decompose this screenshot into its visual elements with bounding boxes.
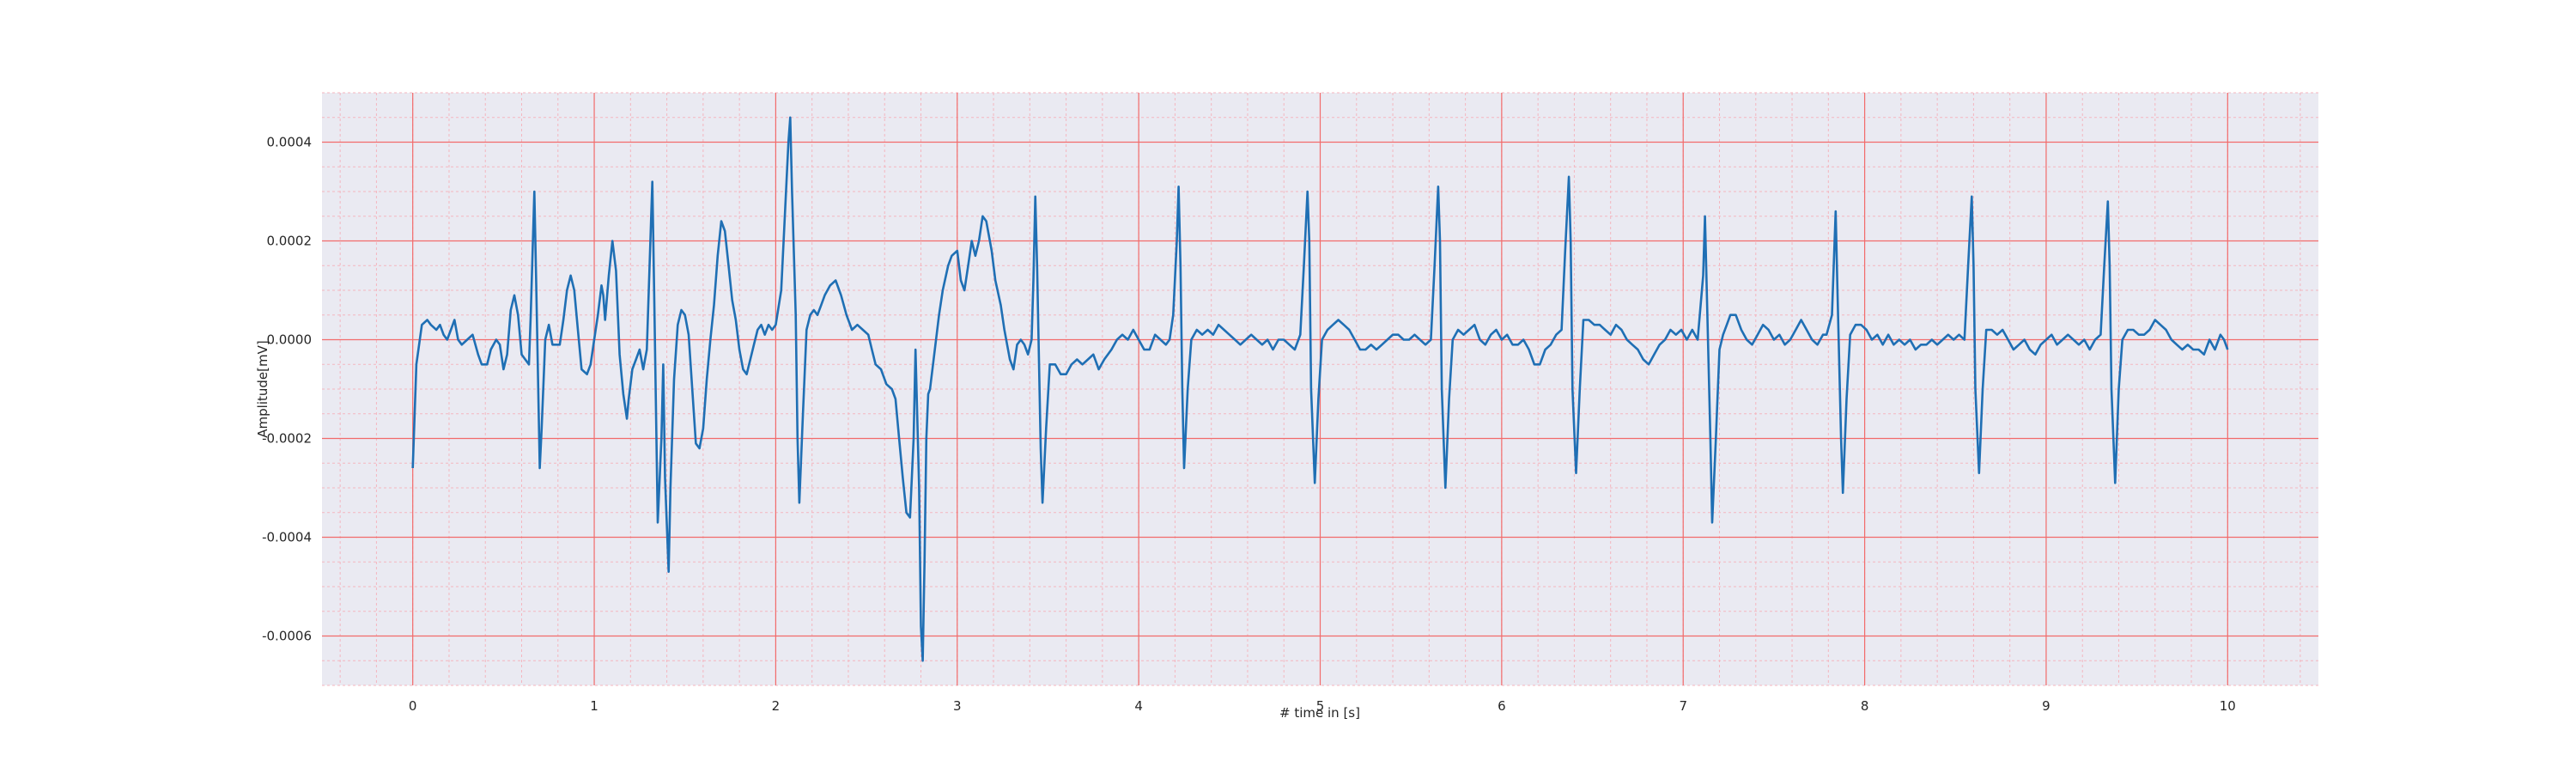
series-line — [411, 116, 2229, 662]
x-axis-label: # time in [s] — [1279, 705, 1360, 721]
x-tick-label: 5 — [1316, 698, 1325, 714]
x-tick-label: 1 — [590, 698, 598, 714]
x-tick-label: 10 — [2220, 698, 2236, 714]
y-tick-label: -0.0002 — [262, 431, 312, 447]
x-tick-label: 4 — [1134, 698, 1143, 714]
y-tick-label: 0.0004 — [267, 135, 313, 150]
y-tick-label: 0.0000 — [267, 332, 313, 348]
y-tick-label: 0.0002 — [267, 234, 313, 249]
y-axis-ticks: -0.0006 -0.0004 -0.0002 0.0000 0.0002 0.0004 — [262, 135, 312, 644]
x-tick-label: 2 — [772, 698, 781, 714]
x-tick-label: 8 — [1861, 698, 1869, 714]
x-tick-label: 9 — [2042, 698, 2050, 714]
x-tick-label: 3 — [953, 698, 962, 714]
x-tick-label: 7 — [1679, 698, 1687, 714]
x-axis-ticks: 0 1 2 3 4 5 6 7 8 9 10 — [409, 698, 2236, 714]
y-tick-label: -0.0006 — [262, 629, 312, 644]
x-tick-label: 0 — [409, 698, 417, 714]
y-tick-label: -0.0004 — [262, 530, 312, 545]
x-tick-label: 6 — [1498, 698, 1506, 714]
y-axis-label: Amplitude[mV] — [255, 340, 270, 437]
